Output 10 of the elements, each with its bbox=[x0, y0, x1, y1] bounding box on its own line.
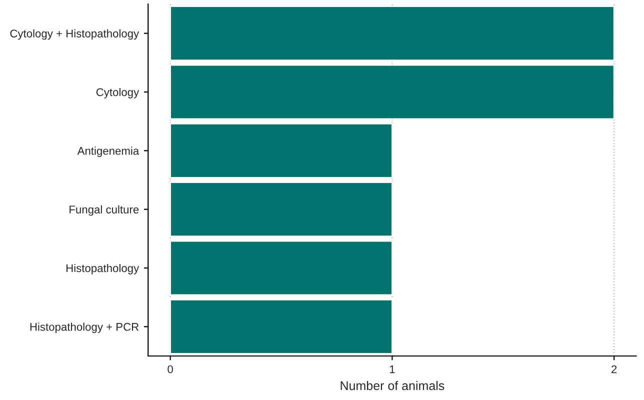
x-tick-label: 0 bbox=[168, 365, 173, 374]
y-tick-label: Cytology bbox=[96, 88, 140, 98]
x-axis-title: Number of animals bbox=[340, 380, 444, 390]
y-tick-label: Antigenemia bbox=[77, 146, 140, 157]
y-tick-label: Histopathology bbox=[66, 264, 140, 274]
y-tick-label: Fungal culture bbox=[70, 205, 139, 216]
x-tick-label: 2 bbox=[612, 365, 617, 374]
y-tick-label: Histopathology + PCR bbox=[30, 322, 139, 333]
y-tick-label: Cytology + Histopathology bbox=[10, 29, 140, 40]
x-tick-label: 1 bbox=[390, 365, 395, 374]
